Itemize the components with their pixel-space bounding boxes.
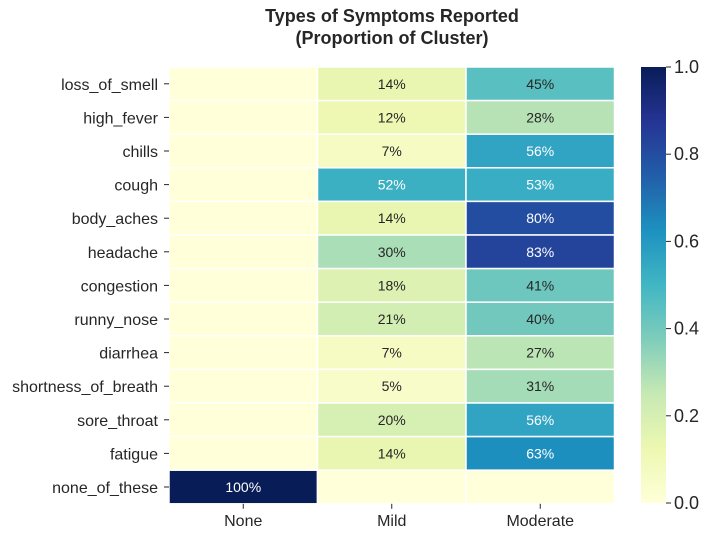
- heatmap-cell: [465, 167, 616, 203]
- y-tick-label: fatigue: [110, 446, 158, 463]
- x-axis-tick-labels: None Mild Moderate: [224, 503, 574, 530]
- heatmap-cell: [465, 66, 616, 102]
- colorbar-tick-label: 1.0: [674, 57, 699, 77]
- cell-value-label: 27%: [526, 345, 554, 361]
- cell-value-label: 56%: [526, 143, 554, 159]
- heatmap-cell: [168, 267, 319, 303]
- heatmap-cell: [465, 368, 616, 404]
- heatmap-cell: [168, 335, 319, 371]
- heatmap-cell: [168, 301, 319, 337]
- heatmap-cell: [168, 200, 319, 236]
- heatmap-cell: [316, 368, 467, 404]
- heatmap-cell: [465, 234, 616, 270]
- y-tick-label: congestion: [81, 278, 158, 295]
- cell-value-label: 100%: [225, 479, 261, 495]
- heatmap-cell: [465, 435, 616, 471]
- x-tick-label: Moderate: [506, 513, 574, 530]
- y-tick-label: shortness_of_breath: [12, 379, 158, 396]
- cell-value-label: 14%: [378, 76, 406, 92]
- colorbar-tick-label: 0.6: [674, 231, 699, 251]
- cell-value-label: 7%: [382, 345, 402, 361]
- heatmap-cell: [465, 402, 616, 438]
- y-tick-label: cough: [114, 178, 158, 195]
- cell-value-label: 52%: [378, 177, 406, 193]
- heatmap-cell: [465, 133, 616, 169]
- y-tick-label: loss_of_smell: [61, 77, 158, 94]
- cell-value-label: 80%: [526, 210, 554, 226]
- cell-value-label: 83%: [526, 244, 554, 260]
- heatmap-cell: [465, 267, 616, 303]
- cell-value-label: 56%: [526, 412, 554, 428]
- y-tick-label: runny_nose: [74, 312, 158, 329]
- heatmap-cell: [316, 335, 467, 371]
- cell-value-label: 18%: [378, 277, 406, 293]
- cell-value-label: 31%: [526, 378, 554, 394]
- cell-value-label: 5%: [382, 378, 402, 394]
- chart-title: Types of Symptoms Reported: [265, 6, 519, 26]
- heatmap-cell: [168, 66, 319, 102]
- cell-value-label: 28%: [526, 109, 554, 125]
- heatmap-cell: [465, 99, 616, 135]
- heatmap-cell: [465, 335, 616, 371]
- cell-value-label: 21%: [378, 311, 406, 327]
- cell-value-label: 14%: [378, 210, 406, 226]
- cell-value-label: 7%: [382, 143, 402, 159]
- y-tick-label: chills: [122, 144, 158, 161]
- cell-value-label: 12%: [378, 109, 406, 125]
- cell-value-label: 14%: [378, 445, 406, 461]
- colorbar-tick-label: 0.4: [674, 319, 699, 339]
- cell-value-label: 40%: [526, 311, 554, 327]
- heatmap-cell: [168, 234, 319, 270]
- heatmap-cell: [168, 368, 319, 404]
- y-tick-label: diarrhea: [99, 346, 158, 363]
- chart-subtitle: (Proportion of Cluster): [296, 28, 489, 48]
- heatmap-cell: [168, 99, 319, 135]
- colorbar-gradient: [641, 67, 666, 503]
- y-tick-label: none_of_these: [52, 480, 158, 497]
- cell-value-label: 63%: [526, 445, 554, 461]
- heatmap-cell: [465, 301, 616, 337]
- y-tick-label: sore_throat: [77, 413, 158, 430]
- x-tick-label: None: [224, 513, 262, 530]
- cell-value-label: 41%: [526, 277, 554, 293]
- heatmap-cell: [168, 167, 319, 203]
- cell-value-label: 45%: [526, 76, 554, 92]
- heatmap-cell: [465, 200, 616, 236]
- heatmap-cell: [168, 435, 319, 471]
- heatmap-cell: [465, 469, 616, 505]
- y-tick-label: high_fever: [83, 110, 158, 127]
- colorbar-tick-label: 0.0: [674, 493, 699, 513]
- colorbar-tick-label: 0.2: [674, 406, 699, 426]
- heatmap-cell: [168, 402, 319, 438]
- heatmap-cell: [316, 66, 467, 102]
- cell-value-label: 20%: [378, 412, 406, 428]
- heatmap-cell: [316, 435, 467, 471]
- heatmap-cells: 14% 45% 12% 28% 7% 56% 52% 53% 14% 80% 30% 83% 18% 41…: [168, 66, 616, 505]
- x-tick-label: Mild: [377, 513, 406, 530]
- colorbar: 0.0 0.2 0.4 0.6 0.8 1.0: [641, 57, 699, 513]
- cell-value-label: 53%: [526, 177, 554, 193]
- y-tick-label: body_aches: [72, 211, 158, 228]
- colorbar-tick-label: 0.8: [674, 144, 699, 164]
- heatmap-cell: [168, 133, 319, 169]
- cell-value-label: 30%: [378, 244, 406, 260]
- heatmap-cell: [316, 469, 467, 505]
- y-tick-label: headache: [88, 245, 158, 262]
- heatmap-cell: [316, 402, 467, 438]
